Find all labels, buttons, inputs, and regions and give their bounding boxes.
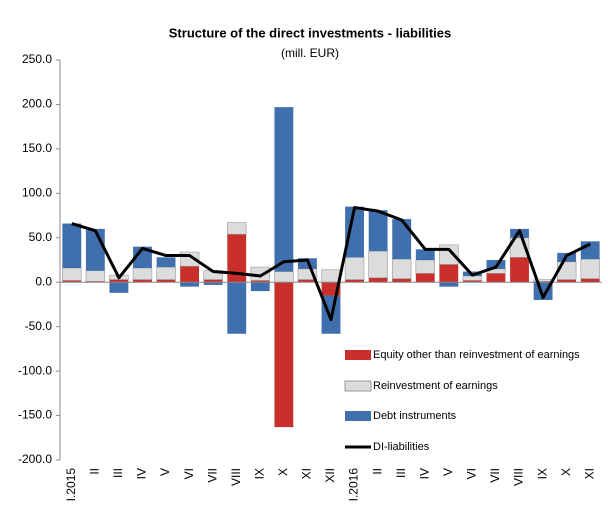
bar-segment (415, 249, 435, 260)
bar-segment (180, 282, 200, 287)
bar-segment (344, 257, 365, 280)
bar-segment (368, 250, 388, 279)
bar-segment (345, 206, 364, 258)
bar-segment (62, 223, 82, 268)
bar-segment (132, 267, 153, 280)
bar-segment (345, 279, 364, 283)
bar-segment (250, 282, 270, 292)
y-tick-label: 0.0 (35, 274, 52, 288)
bar-segment (392, 278, 412, 283)
bar-segment (580, 258, 600, 279)
y-tick-label: 50.0 (29, 230, 53, 244)
bar-segment (415, 273, 435, 283)
x-tick-label: IX (252, 468, 266, 479)
y-tick-label: -200.0 (18, 452, 52, 466)
x-tick-label: I.2016 (347, 468, 361, 502)
bar-segment (62, 267, 82, 281)
x-tick-label: V (158, 468, 172, 476)
line (71, 206, 591, 322)
bar-segment (274, 282, 294, 428)
x-tick-label: I.2015 (64, 468, 78, 502)
bar-segment (85, 270, 106, 282)
y-tick-label: 250.0 (22, 52, 52, 66)
bar-segment (415, 259, 435, 274)
bar-segment (227, 222, 247, 235)
x-tick-label: VIII (512, 468, 526, 486)
x-tick-label: X (559, 468, 573, 476)
bar-segment (156, 266, 176, 280)
x-tick-label: IV (135, 468, 149, 479)
x-tick-label: V (441, 468, 455, 476)
bar-segment (462, 275, 483, 281)
x-tick-label: II (370, 468, 384, 475)
x-tick-label: VII (488, 468, 502, 483)
legend-label: Reinvestment of earnings (373, 380, 498, 392)
bar-segment (180, 266, 200, 283)
bar-segment (392, 219, 412, 260)
x-tick-label: VIII (229, 468, 243, 486)
legend-label: Debt instruments (373, 410, 457, 422)
x-tick-label: IV (417, 468, 431, 479)
bar-segment (109, 279, 129, 283)
bar-segment (368, 277, 388, 283)
bar-segment (439, 282, 459, 287)
bar-segment (391, 258, 412, 279)
y-tick-label: -100.0 (18, 363, 52, 377)
y-tick-label: -150.0 (18, 408, 52, 422)
y-tick-label: 150.0 (22, 141, 52, 155)
bar-segment (274, 271, 294, 283)
x-tick-label: III (111, 468, 125, 478)
y-tick-label: -50.0 (25, 319, 53, 333)
x-tick-label: VII (205, 468, 219, 483)
legend-swatch (344, 380, 372, 392)
bar-segment (156, 257, 176, 268)
legend-label: Equity other than reinvestment of earnin… (373, 349, 580, 361)
bar-segment (109, 282, 129, 293)
bar-segment (203, 279, 223, 283)
chart-subtitle: (mill. EUR) (281, 46, 339, 60)
chart-title: Structure of the direct investments - li… (169, 25, 451, 40)
legend-swatch (345, 350, 371, 360)
bar-segment (439, 264, 459, 283)
x-tick-label: VI (182, 468, 196, 479)
x-tick-label: XII (323, 468, 337, 483)
bar-segment (85, 228, 105, 271)
bar-segment (486, 273, 506, 283)
x-tick-label: X (276, 468, 290, 476)
bar-segment (227, 282, 247, 334)
bar-segment (274, 107, 294, 272)
x-tick-label: III (394, 468, 408, 478)
x-tick-label: VI (465, 468, 479, 479)
bar-segment (368, 210, 388, 252)
bar-segment (156, 279, 176, 283)
bar-segment (227, 234, 247, 283)
bar-segment (321, 269, 341, 283)
bar-segment (203, 282, 223, 285)
bar-segment (510, 257, 529, 283)
legend-label: DI-liabilities (373, 441, 430, 453)
x-tick-label: XI (300, 468, 314, 479)
x-tick-label: II (88, 468, 102, 475)
bar-segment (62, 280, 82, 283)
y-tick-label: 100.0 (22, 186, 52, 200)
bar-segment (250, 280, 270, 283)
bar-segment (298, 279, 317, 283)
x-tick-label: XI (582, 468, 596, 479)
bar-segment (557, 279, 577, 283)
legend-swatch (345, 411, 371, 421)
y-tick-label: 200.0 (22, 97, 52, 111)
bar-segment (133, 279, 152, 283)
x-tick-label: IX (535, 468, 549, 479)
bar-segment (580, 278, 600, 283)
bar-segment (462, 280, 482, 283)
